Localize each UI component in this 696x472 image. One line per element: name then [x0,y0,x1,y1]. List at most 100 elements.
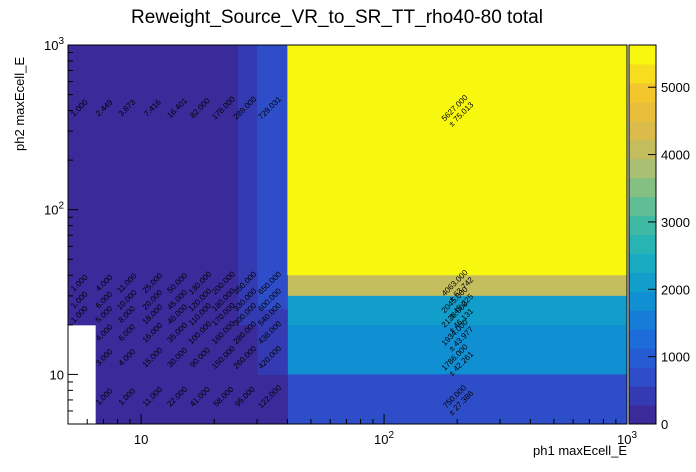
colorbar-band [629,348,656,368]
heatmap-cell [141,324,170,346]
heatmap-cell [141,275,170,297]
heatmap-cell [117,374,142,425]
heatmap-cell [168,45,192,276]
colorbar-band [629,158,656,179]
colorbar-tick-label: 1000 [661,350,690,365]
heatmap-cell [190,324,215,346]
heatmap-cell [117,295,142,310]
heatmap-cell [214,345,239,375]
heatmap-cell [141,45,170,276]
heatmap-cell [214,324,239,346]
heatmap-cell [190,374,215,425]
heatmap-cell [257,345,288,375]
heatmap-cell [68,308,97,326]
heatmap-cells [68,45,628,425]
colorbar-band [629,291,656,311]
heatmap-cell [287,275,628,297]
x-tick-label: 102 [374,430,394,447]
heatmap-cell [95,275,119,297]
heatmap-cell [117,345,142,375]
heatmap-cell [117,275,142,297]
plot-area: 1.000 2.449 3.873 7.416 16.401 82.000178.0002… [44,36,637,447]
heatmap-cell [117,324,142,346]
heatmap-cell [68,295,97,310]
heatmap-cell [141,345,170,375]
heatmap-cell [214,374,239,425]
heatmap-cell [95,295,119,310]
colorbar: 0 1000 2000 3000 4000 5000 [628,44,690,432]
heatmap-cell [237,45,258,276]
heatmap-cell [287,374,628,425]
heatmap-cell [168,374,192,425]
heatmap-cell [190,345,215,375]
heatmap-cell [237,345,258,375]
heatmap-cell [257,45,288,276]
colorbar-frame [628,44,657,425]
heatmap-cell [190,45,215,276]
heatmap-cell [237,308,258,326]
colorbar-band [629,82,656,103]
colorbar-band [629,386,656,406]
heatmap-cell [214,45,239,276]
heatmap-cell [287,295,628,310]
colorbar-tick-label: 2000 [661,282,690,297]
colorbar-band [629,405,656,425]
heatmap-cell [237,374,258,425]
heatmap-cell [141,295,170,310]
heatmap-cell [95,374,119,425]
heatmap-cell [287,308,628,326]
heatmap-cell [214,295,239,310]
colorbar-band [629,63,656,84]
heatmap-cell [190,308,215,326]
colorbar-tick-label: 4000 [661,148,690,163]
heatmap-cell [257,324,288,346]
heatmap-cell [95,308,119,326]
heatmap-cell [257,308,288,326]
y-tick-label: 102 [44,201,64,218]
heatmap-cell [190,275,215,297]
heatmap-cell [141,308,170,326]
heatmap-cell [68,275,97,297]
heatmap-cell [168,295,192,310]
heatmap-cell [257,295,288,310]
colorbar-band [629,329,656,349]
heatmap-cell [168,345,192,375]
colorbar-band [629,101,656,122]
heatmap-cell [141,374,170,425]
colorbar-band [629,310,656,330]
colorbar-tick-label: 5000 [661,80,690,95]
heatmap-cell [95,345,119,375]
heatmap-cell [168,308,192,326]
heatmap-cell [237,275,258,297]
heatmap-cell [237,324,258,346]
x-tick-label: 10 [134,432,148,447]
heatmap-cell [117,45,142,276]
colorbar-band [629,234,656,254]
colorbar-tick-label: 0 [661,417,668,432]
heatmap-cell [168,324,192,346]
heatmap-cell [214,275,239,297]
heatmap-cell [287,324,628,346]
x-tick-label: 103 [617,430,637,447]
colorbar-band [629,177,656,198]
colorbar-band [629,272,656,292]
y-axis-label: ph2 maxEcell_E [12,57,27,151]
colorbar-band [629,367,656,387]
y-tick-label: 103 [44,36,64,53]
heatmap-cell [95,45,119,276]
colorbar-band [629,215,656,235]
plot-frame [67,44,628,425]
heatmap-cell [95,324,119,346]
heatmap-cell [287,45,628,276]
colorbar-band [629,120,656,141]
heatmap-cell [257,275,288,297]
colorbar-band [629,196,656,217]
colorbar-band [629,139,656,160]
colorbar-tick-label: 3000 [661,215,690,230]
x-axis-label: ph1 maxEcell_E [533,443,627,458]
chart-title: Reweight_Source_VR_to_SR_TT_rho40-80 tot… [131,7,543,28]
colorbar-band [629,45,656,65]
y-tick-label: 10 [50,367,64,382]
heatmap-cell [117,308,142,326]
